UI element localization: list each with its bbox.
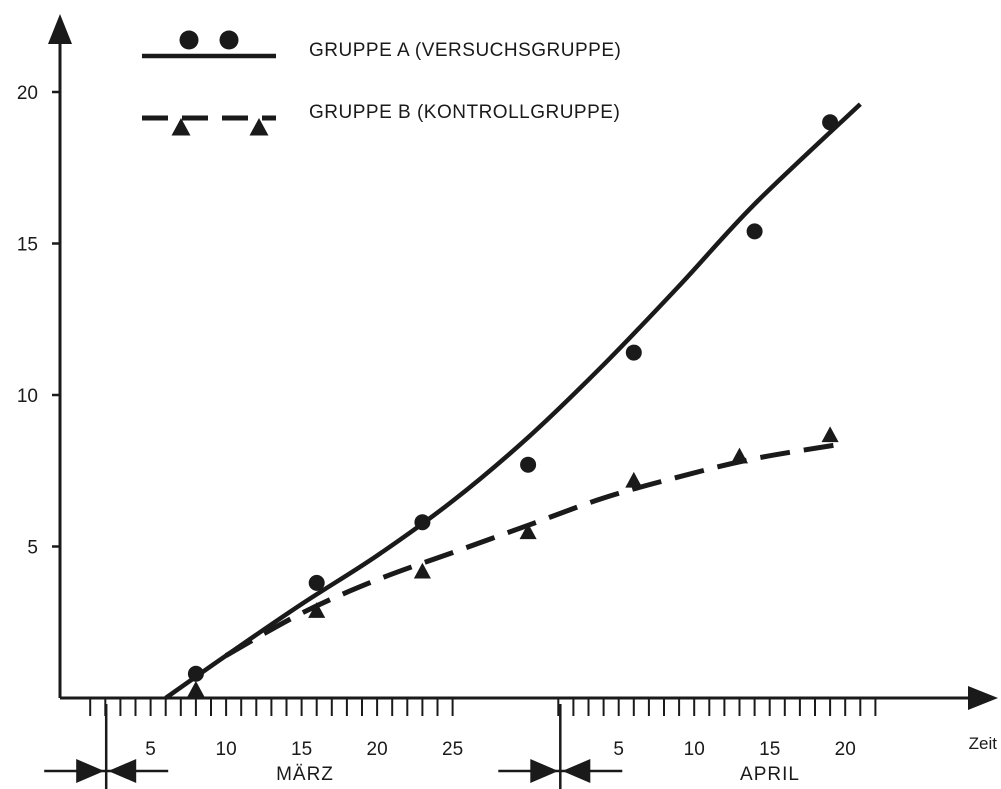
legend: GRUPPE A (VERSUCHSGRUPPE) GRUPPE B (KONTR… (142, 30, 621, 136)
legend-label-1: GRUPPE A (VERSUCHSGRUPPE) (309, 40, 621, 61)
series-1-point-0316 (308, 574, 325, 591)
month-start-april-arrow-right (562, 759, 591, 783)
series-2 (187, 426, 846, 697)
series-1-point-0406 (625, 344, 642, 361)
y-tick-label-15: 15 (17, 235, 38, 256)
x-tick-label-0315: 15 (291, 739, 312, 760)
y-tick-label-5: 5 (27, 538, 38, 559)
y-tick-label-20: 20 (17, 83, 38, 104)
month-start-april-arrow-left (530, 759, 559, 783)
x-tick-label-0305: 5 (145, 739, 156, 760)
x-tick-label-0320: 20 (367, 739, 388, 760)
month-markers: MÄRZ APRIL (44, 704, 800, 789)
month-start-march-arrow-left (76, 759, 105, 783)
series-2-point-0323 (413, 562, 431, 579)
legend-label-2: GRUPPE B (KONTROLLGRUPPE) (309, 102, 620, 123)
legend-marker-1-a (179, 30, 199, 50)
month-start-march-arrow-right (108, 759, 137, 783)
x-tick-label-0405: 5 (613, 739, 624, 760)
x-tick-label-0310: 10 (216, 739, 237, 760)
series-2-point-0406 (625, 471, 643, 488)
series-2-curve (224, 441, 846, 658)
x-tick-label-0325: 25 (442, 739, 463, 760)
series-1 (164, 102, 862, 700)
month-start-march (44, 704, 169, 789)
series-1-point-0323 (414, 514, 431, 531)
legend-entry-1: GRUPPE A (VERSUCHSGRUPPE) (142, 30, 621, 61)
y-axis-arrowhead (48, 14, 72, 44)
series-1-curve (164, 102, 862, 700)
series-2-point-0419 (821, 426, 839, 443)
series-2-point-0316 (308, 602, 326, 618)
legend-marker-2-b (249, 118, 269, 136)
series-1-point-0419 (822, 114, 839, 131)
month-label-2: APRIL (740, 764, 800, 785)
month-start-april (498, 704, 623, 789)
x-tick-label-0415: 15 (759, 739, 780, 760)
y-tick-label-10: 10 (17, 386, 38, 407)
series-layer (164, 102, 862, 700)
axis-ticks: 5 10 15 20 5 10 15 20 25 5 10 15 20 (17, 83, 877, 760)
series-2-point-0413 (730, 447, 749, 464)
series-2-point-0330 (519, 523, 537, 540)
x-tick-label-0410: 10 (684, 739, 705, 760)
series-1-point-0330 (520, 456, 537, 473)
series-1-point-0308 (187, 665, 204, 682)
x-axis-title: Zeit (969, 734, 998, 753)
x-axis-arrowhead (968, 686, 998, 710)
legend-marker-2-a (171, 118, 191, 136)
legend-entry-2: GRUPPE B (KONTROLLGRUPPE) (142, 102, 620, 136)
x-tick-label-0420: 20 (835, 739, 856, 760)
legend-marker-1-b (219, 30, 239, 50)
month-label-1: MÄRZ (276, 764, 334, 785)
series-2-point-0308 (187, 680, 205, 697)
series-1-point-0414 (746, 223, 763, 240)
